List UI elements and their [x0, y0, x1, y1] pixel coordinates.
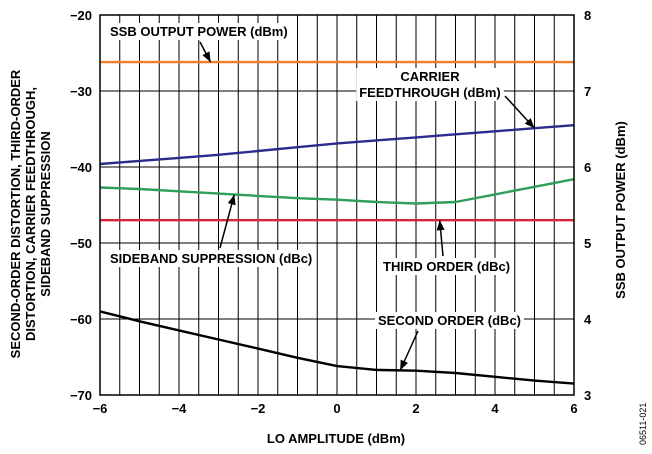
annotation-arrowhead-2	[227, 194, 236, 206]
annotation-label-4: SECOND ORDER (dBc)	[378, 313, 521, 328]
annotation-arrowhead-4	[400, 359, 408, 371]
annotation-label-3: THIRD ORDER (dBc)	[383, 259, 510, 274]
annotation-label-2: SIDEBAND SUPPRESSION (dBc)	[110, 251, 312, 266]
y-tick-label-left: −60	[70, 312, 92, 327]
annotation-label-background	[107, 250, 316, 267]
y-tick-label-right: 3	[584, 388, 591, 403]
annotation-arrowhead-0	[202, 51, 211, 63]
annotation-label-background	[356, 68, 504, 101]
y-tick-label-left: −20	[70, 8, 92, 23]
y-axis-title-right: SSB OUTPUT POWER (dBm)	[613, 121, 628, 299]
annotation-label-1: CARRIER	[400, 69, 460, 84]
y-tick-label-right: 8	[584, 8, 591, 23]
series-line-1	[99, 124, 575, 166]
y-tick-label-right: 4	[584, 312, 592, 327]
annotation-arrowhead-3	[436, 220, 445, 231]
x-tick-label: −6	[93, 401, 108, 416]
annotation-label-background	[380, 258, 514, 275]
grid	[100, 15, 574, 395]
y-tick-label-left: −70	[70, 388, 92, 403]
y-tick-label-left: −30	[70, 84, 92, 99]
y-tick-label-left: −40	[70, 160, 92, 175]
y-axis-title-left-line-2: DISTORTION, CARRIER FEEDTHROUGH,	[23, 87, 38, 341]
y-tick-label-right: 5	[584, 236, 591, 251]
y-tick-label-right: 7	[584, 84, 591, 99]
annotation-label-1: FEEDTHROUGH (dBm)	[359, 85, 501, 100]
y-axis-title-left-line-3: SIDEBAND SUPPRESSION	[38, 131, 53, 296]
plot-frame	[99, 14, 575, 396]
annotation-label-background	[375, 312, 525, 329]
y-tick-label-right: 6	[584, 160, 591, 175]
annotation-layer: SSB OUTPUT POWER (dBm) CARRIERFEEDTHROUGH…	[107, 23, 536, 371]
x-tick-label: 2	[412, 401, 419, 416]
annotation-label-background	[107, 23, 291, 40]
x-tick-label: 6	[570, 401, 577, 416]
series-line-2	[99, 178, 575, 205]
y-axis-title-left-line-1: SECOND-ORDER DISTORTION, THIRD-ORDER	[8, 69, 23, 358]
x-axis-title: LO AMPLITUDE (dBm)	[267, 431, 405, 446]
annotation-label-0: SSB OUTPUT POWER (dBm)	[110, 24, 288, 39]
annotation-arrowhead-1	[524, 118, 535, 129]
x-tick-label: −4	[172, 401, 188, 416]
y-tick-label-left: −50	[70, 236, 92, 251]
frame-layer	[99, 14, 575, 396]
x-tick-label: 0	[333, 401, 340, 416]
figure-id: 06511-021	[638, 403, 648, 445]
series-line-4	[99, 310, 575, 385]
series-layer	[99, 60, 575, 385]
x-tick-label: −2	[251, 401, 266, 416]
x-tick-label: 4	[491, 401, 499, 416]
